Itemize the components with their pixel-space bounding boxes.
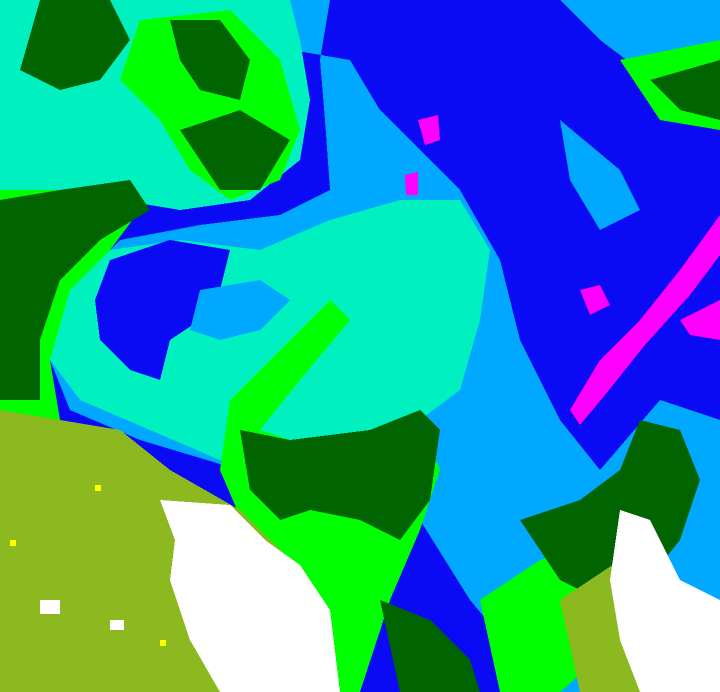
dark-green-area — [20, 0, 130, 90]
magenta-area — [405, 172, 418, 195]
magenta-area — [580, 285, 610, 315]
light-blue-area — [560, 120, 640, 230]
dark-green-area — [380, 600, 480, 692]
dark-green-area — [180, 110, 290, 190]
dark-green-area — [170, 20, 250, 100]
magenta-area — [418, 115, 440, 145]
yellow-speck — [160, 640, 166, 646]
blue-blob — [95, 240, 230, 380]
dark-green-area — [0, 180, 150, 400]
dark-green-area — [650, 60, 720, 120]
magenta-area — [680, 300, 720, 340]
white-speck — [110, 620, 124, 630]
dark-green-area — [240, 410, 440, 540]
white-area — [160, 500, 340, 692]
white-speck — [40, 600, 60, 614]
white-area — [610, 510, 720, 692]
magenta-area — [570, 215, 720, 425]
yellow-speck — [95, 485, 101, 491]
light-blue-area — [190, 280, 290, 340]
yellow-speck — [10, 540, 16, 546]
